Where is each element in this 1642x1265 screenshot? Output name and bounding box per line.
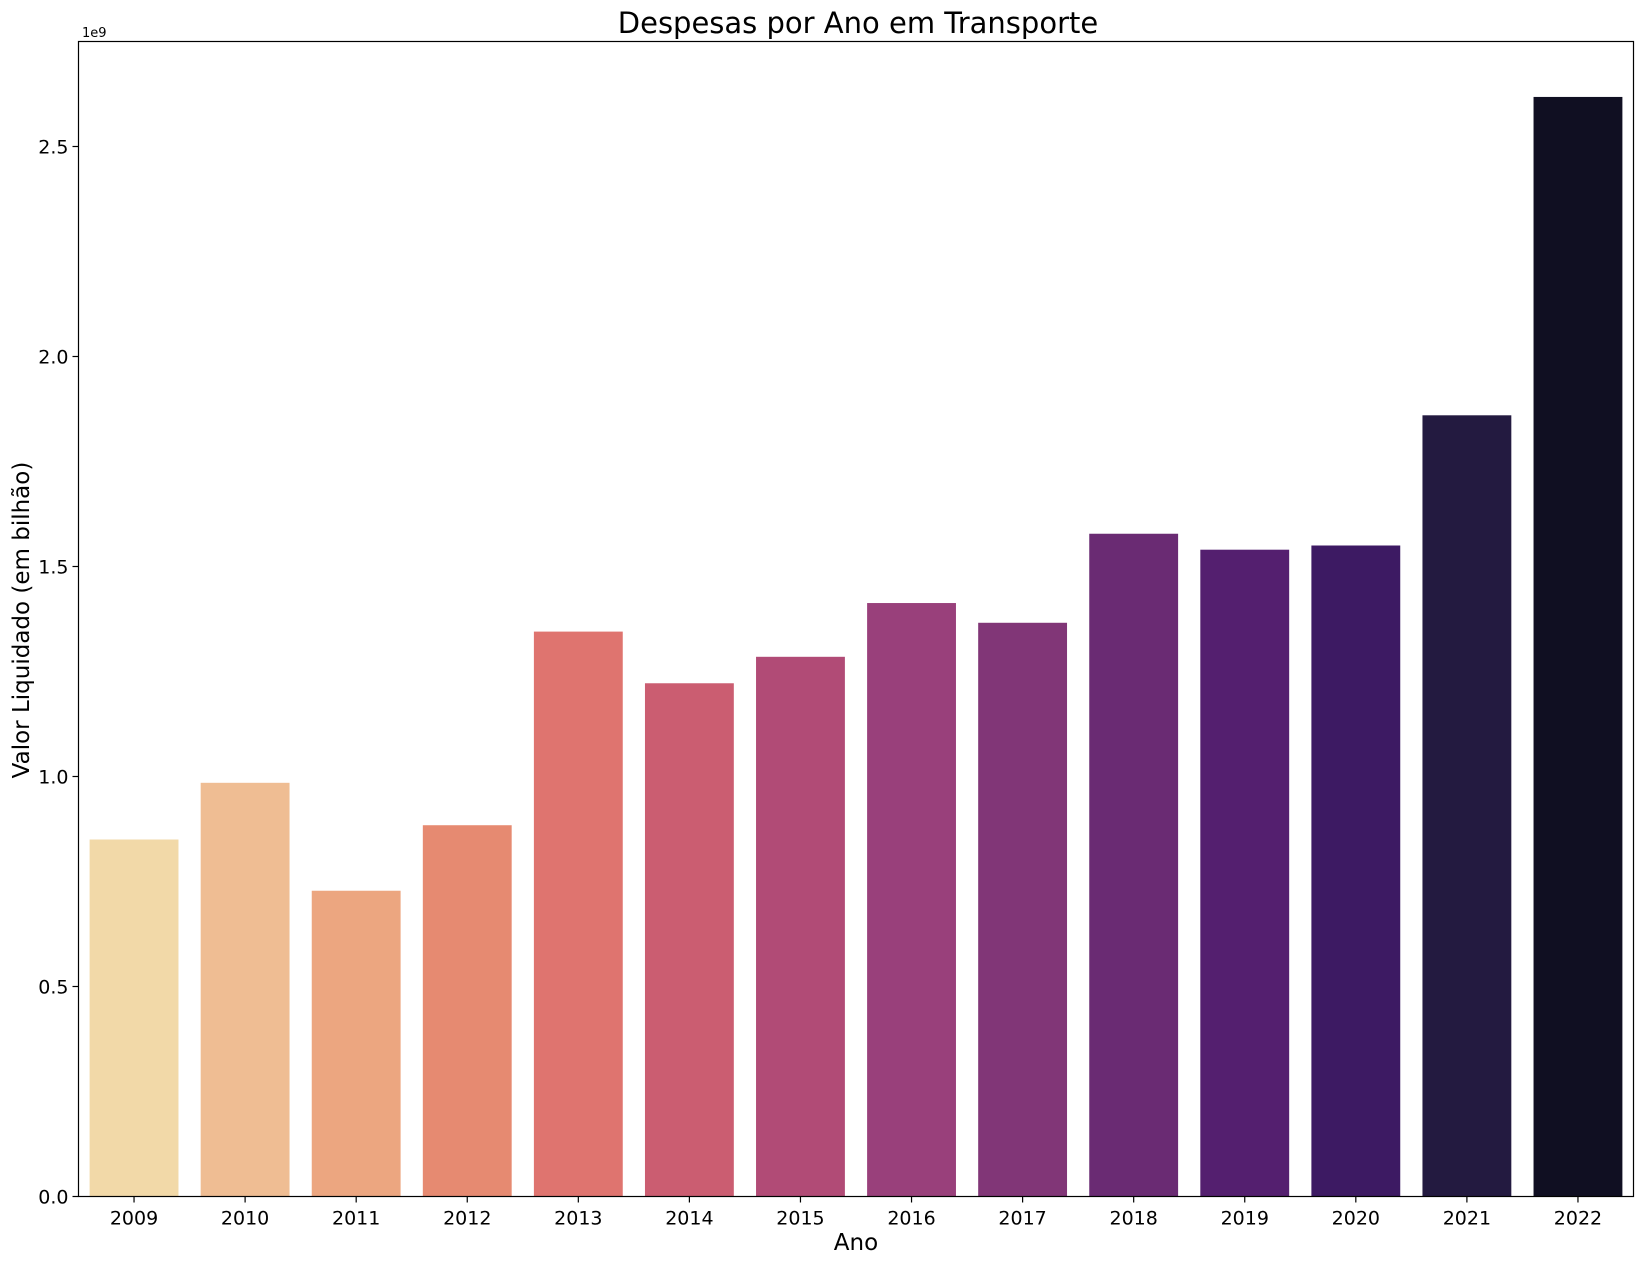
- y-axis-label: Valor Liquidado (em bilhão): [9, 462, 35, 779]
- x-tick-label: 2021: [1443, 1208, 1491, 1230]
- bar-2019: [1200, 549, 1290, 1197]
- bar-2014: [644, 683, 734, 1197]
- x-tick-label: 2017: [998, 1208, 1046, 1230]
- x-tick-label: 2015: [776, 1208, 824, 1230]
- x-tick-label: 2016: [887, 1208, 935, 1230]
- y-tick-label: 2.0: [38, 347, 68, 369]
- x-axis-label: Ano: [834, 1230, 878, 1256]
- bar-2011: [311, 890, 401, 1197]
- y-axis-ticks: 0.0 0.5 1.0 1.5 2.0 2.5: [38, 137, 79, 1209]
- y-tick-label: 0.5: [38, 977, 68, 999]
- x-tick-label: 2019: [1221, 1208, 1269, 1230]
- x-tick-label: 2011: [332, 1208, 380, 1230]
- x-tick-label: 2012: [443, 1208, 491, 1230]
- chart-title: Despesas por Ano em Transporte: [618, 6, 1098, 40]
- x-tick-label: 2010: [221, 1208, 269, 1230]
- x-tick-label: 2022: [1554, 1208, 1602, 1230]
- bar-2013: [533, 631, 623, 1197]
- y-tick-label: 1.0: [38, 767, 68, 789]
- bar-2018: [1089, 533, 1179, 1197]
- bar-2015: [756, 656, 845, 1197]
- x-tick-label: 2014: [665, 1208, 713, 1230]
- y-axis-offset-label: 1e9: [82, 26, 107, 41]
- y-tick-label: 2.5: [38, 137, 68, 159]
- bars-group: [89, 96, 1623, 1197]
- bar-2010: [200, 782, 290, 1197]
- bar-2021: [1422, 415, 1512, 1197]
- x-tick-label: 2020: [1332, 1208, 1380, 1230]
- bar-2012: [422, 825, 512, 1197]
- x-tick-label: 2013: [554, 1208, 602, 1230]
- bar-2022: [1533, 96, 1623, 1197]
- y-tick-label: 0.0: [38, 1187, 68, 1209]
- bar-2017: [978, 622, 1068, 1197]
- bar-2020: [1311, 545, 1401, 1197]
- bar-2009: [89, 839, 179, 1197]
- x-tick-label: 2018: [1109, 1208, 1157, 1230]
- plot-frame: [77, 40, 1635, 1198]
- x-tick-label: 2009: [110, 1208, 158, 1230]
- y-tick-label: 1.5: [38, 557, 68, 579]
- x-axis-ticks: 2009 2010 2011 2012 2013 2014 2015 2016 2017 2018…: [110, 1196, 1602, 1230]
- bar-2016: [867, 603, 956, 1197]
